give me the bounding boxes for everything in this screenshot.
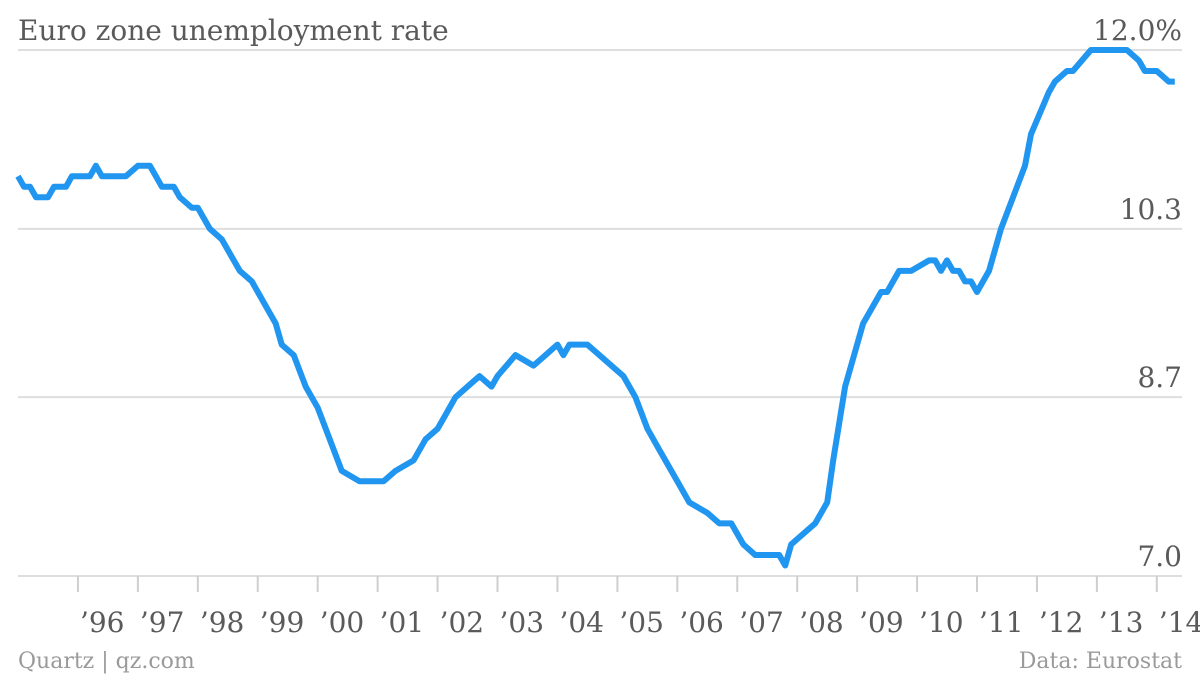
x-tick-label: ’98 [200,606,245,639]
x-tick-label: ’06 [679,606,724,639]
x-tick-label: ’01 [380,606,425,639]
y-tick-label: 8.7 [1137,361,1182,394]
series-layer [15,47,1175,569]
y-tick-label: 12.0% [1093,14,1182,47]
y-tick-label: 7.0 [1137,540,1182,573]
x-tick-label: ’09 [859,606,904,639]
x-tick-label: ’96 [80,606,125,639]
x-tick-label: ’11 [979,606,1024,639]
x-tick-label: ’97 [140,606,185,639]
x-tick-label: ’08 [799,606,844,639]
source-credit: Quartz | qz.com [18,649,195,674]
data-source: Data: Eurostat [1019,649,1182,674]
chart-title: Euro zone unemployment rate [18,14,449,47]
y-tick-label: 10.3 [1120,193,1182,226]
x-tick-label: ’99 [260,606,305,639]
x-tick-label: ’03 [500,606,545,639]
x-tick-label: ’00 [320,606,365,639]
x-tick-label: ’07 [739,606,784,639]
gridlines [18,49,1182,577]
x-tick-label: ’10 [919,606,964,639]
x-tick-label: ’13 [1099,606,1144,639]
y-axis: 7.0 8.7 10.3 12.0% [1093,14,1182,573]
unemployment-rate-line [15,47,1175,569]
x-axis: ’96 ’97 ’98 ’99 ’00 ’01 ’02 ’03 ’04 ’05 ’06 ’07 ’08 ’… [76,576,1200,639]
x-tick-label: ’05 [619,606,664,639]
x-tick-label: ’04 [559,606,604,639]
x-tick-label: ’14 [1159,606,1200,639]
x-tick-label: ’02 [440,606,485,639]
x-tick-label: ’12 [1039,606,1084,639]
